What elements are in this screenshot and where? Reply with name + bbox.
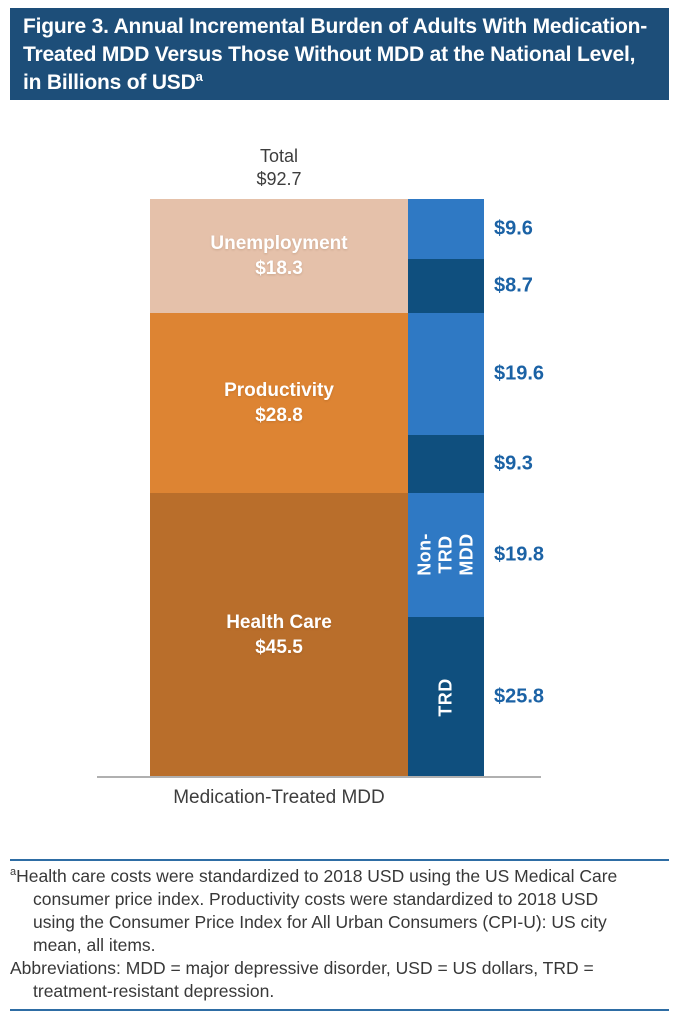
bar-segment-productivity: Productivity $28.8 [150, 313, 408, 493]
split-segment-trd-productivity [408, 435, 484, 494]
value-label-trd-productivity: $9.3 [494, 452, 533, 475]
figure-title: Figure 3. Annual Incremental Burden of A… [23, 13, 656, 97]
footnote-superscript: a [10, 866, 17, 879]
value-label-non-trd-mdd-unemployment: $9.6 [494, 217, 533, 240]
non-trd-mdd-inner-label: Non-TRD MDD [414, 533, 477, 577]
total-label-text: Total [259, 146, 299, 166]
total-label: Total $92.7 [150, 145, 408, 191]
footnote-text: aHealth care costs were standardized to … [10, 861, 622, 1003]
figure-title-bar: Figure 3. Annual Incremental Burden of A… [10, 8, 669, 100]
trd-inner-label: TRD [435, 678, 456, 717]
split-segment-non-trd-mdd-productivity [408, 313, 484, 436]
total-value: $92.7 [256, 169, 302, 189]
footnote-section: aHealth care costs were standardized to … [10, 859, 669, 1011]
bar-segment-unemployment: Unemployment $18.3 [150, 199, 408, 314]
trd-split-bar: Non-TRD MDD TRD [408, 199, 484, 778]
bar-segment-label: Unemployment $18.3 [210, 233, 348, 280]
segment-value-labels: $9.6 $8.7 $19.6 $9.3 $19.8 $25.8 [494, 199, 614, 777]
value-label-non-trd-mdd-health-care: $19.8 [494, 543, 545, 566]
value-label-trd-unemployment: $8.7 [494, 274, 533, 297]
split-segment-trd-unemployment [408, 258, 484, 314]
bar-segment-label: Health Care $45.5 [226, 611, 332, 658]
bar-segment-health-care: Health Care $45.5 [150, 492, 408, 777]
figure-title-superscript: a [195, 69, 203, 84]
split-segment-trd-health-care: TRD [408, 616, 484, 778]
bar-segment-label: Productivity $28.8 [224, 379, 334, 426]
footnote-note: aHealth care costs were standardized to … [10, 865, 622, 957]
value-label-trd-health-care: $25.8 [494, 685, 545, 708]
value-label-non-trd-mdd-productivity: $19.6 [494, 362, 545, 385]
x-axis-line [97, 776, 541, 778]
footnote-top-rule [10, 859, 669, 861]
chart-area: Total $92.7 Unemployment $18.3 Productivit… [0, 130, 679, 820]
footnote-bottom-rule [10, 1009, 669, 1011]
footnote-note-text: Health care costs were standardized to 2… [16, 866, 618, 955]
figure-title-text: Figure 3. Annual Incremental Burden of A… [23, 15, 648, 94]
split-segment-non-trd-mdd-health-care: Non-TRD MDD [408, 493, 484, 617]
footnote-abbreviations: Abbreviations: MDD = major depressive di… [10, 958, 594, 1001]
split-segment-non-trd-mdd-unemployment [408, 199, 484, 259]
cost-category-bar: Unemployment $18.3 Productivity $28.8 Health… [150, 199, 408, 777]
x-axis-label: Medication-Treated MDD [173, 787, 385, 808]
